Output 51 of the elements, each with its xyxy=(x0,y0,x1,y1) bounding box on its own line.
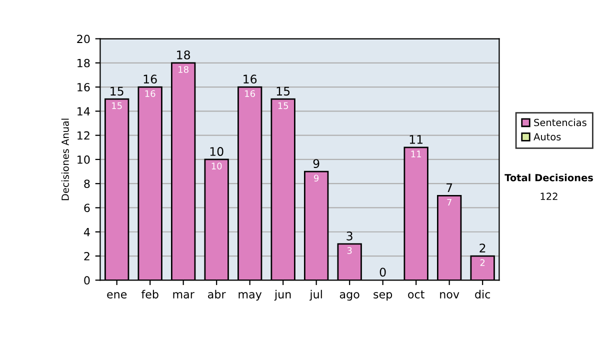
x-tick-label: feb xyxy=(141,290,158,298)
total-label: 16 xyxy=(244,74,257,84)
y-tick-label: 12 xyxy=(78,131,90,140)
text: Total Decisiones xyxy=(504,174,593,182)
data-label: 3 xyxy=(347,247,352,254)
y-tick-label: 8 xyxy=(84,180,90,188)
x-tick-label: may xyxy=(238,292,262,301)
y-tick-label: 4 xyxy=(84,228,90,236)
total-label: 9 xyxy=(313,159,320,168)
y-tick-label: 14 xyxy=(78,107,90,116)
data-label: 10 xyxy=(212,162,222,170)
legend-label: Autos xyxy=(534,133,561,140)
total-label: 2 xyxy=(480,244,486,252)
data-label: 9 xyxy=(314,174,319,182)
data-label: 2 xyxy=(480,259,485,266)
legend-label: Sentencias xyxy=(534,118,586,126)
data-label: 16 xyxy=(145,90,156,98)
data-label: 11 xyxy=(411,150,421,158)
total-label: 10 xyxy=(210,147,224,156)
x-tick-label: sep xyxy=(374,292,392,301)
y-tick-label: 16 xyxy=(78,83,90,92)
x-tick-label: oct xyxy=(408,290,424,298)
x-tick-label: jul xyxy=(310,290,322,301)
x-tick-label: jun xyxy=(274,290,291,301)
y-tick-label: 6 xyxy=(84,204,90,212)
total-label: 7 xyxy=(446,183,452,192)
total-label: 15 xyxy=(110,86,124,96)
total-label: 3 xyxy=(346,232,352,240)
x-tick-label: ene xyxy=(107,292,127,298)
x-tick-label: dic xyxy=(475,290,490,298)
y-tick-label: 10 xyxy=(78,155,90,164)
total-label: 16 xyxy=(144,74,157,84)
total-label: 18 xyxy=(177,50,190,60)
data-label: 18 xyxy=(178,66,188,73)
data-label: 16 xyxy=(245,90,255,98)
x-tick-label: mar xyxy=(173,292,194,298)
y-tick-label: 18 xyxy=(78,58,90,68)
data-label: 15 xyxy=(278,102,288,110)
data-label: 15 xyxy=(112,102,122,110)
x-tick-label: ago xyxy=(340,292,360,301)
total-label: 11 xyxy=(410,135,422,144)
total-label: 15 xyxy=(276,86,290,96)
y-axis-title: Decisiones Anual xyxy=(61,118,69,200)
y-tick-label: 20 xyxy=(77,34,90,44)
total-label: 0 xyxy=(380,268,386,277)
data-label: 7 xyxy=(447,198,452,206)
x-tick-label: nov xyxy=(440,292,460,298)
y-tick-label: 2 xyxy=(84,252,90,260)
x-tick-label: abr xyxy=(208,290,226,298)
text: 122 xyxy=(540,192,558,200)
y-tick-label: 0 xyxy=(84,276,90,285)
